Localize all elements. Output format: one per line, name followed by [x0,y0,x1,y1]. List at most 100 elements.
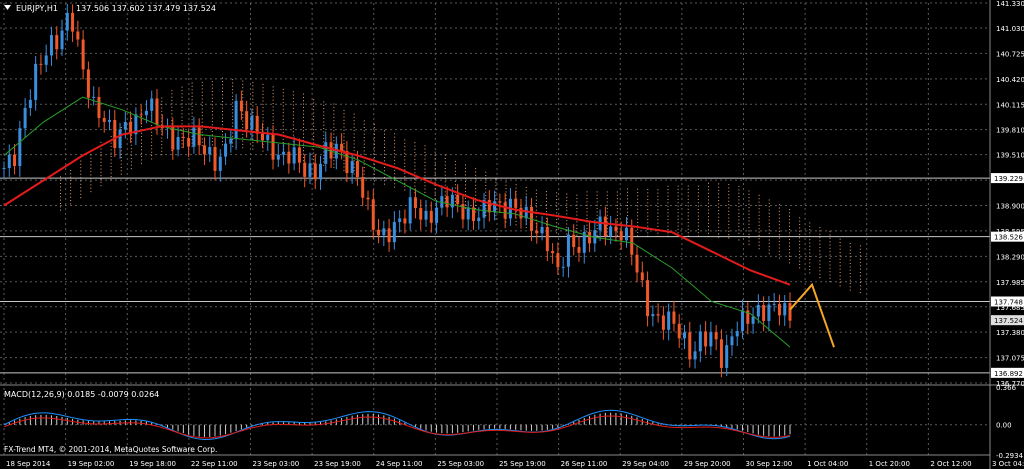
cloud-dot [171,100,173,102]
cloud-dot [505,191,507,193]
candle-body [461,204,465,220]
cloud-dot [151,135,153,137]
cloud-dot [110,146,112,148]
cloud-dot [130,168,132,170]
candle-body [783,303,787,316]
cloud-dot [363,127,365,129]
cloud-dot [414,165,416,167]
cloud-dot [211,121,213,123]
cloud-dot [110,152,112,154]
cloud-dot [789,255,790,257]
cloud-dot [323,138,325,140]
cloud-dot [485,181,487,183]
cloud-dot [728,200,730,202]
price-tick-label: 141.030 [996,25,1024,33]
cloud-dot [849,256,851,258]
cloud-dot [434,151,436,153]
cloud-dot [657,195,659,197]
cloud-dot [323,158,325,160]
chevron-down-icon[interactable] [4,5,11,10]
cloud-dot [829,271,831,273]
cloud-dot [232,135,234,137]
cloud-dot [282,102,284,104]
cloud-dot [859,258,861,260]
cloud-dot [839,268,841,270]
cloud-dot [444,181,446,183]
cloud-dot [60,209,61,211]
cloud-dot [384,170,385,172]
candle-body [361,177,365,198]
cloud-dot [576,234,578,236]
cloud-dot [242,90,244,92]
cloud-dot [313,119,315,121]
cloud-dot [161,144,163,146]
cloud-dot [110,176,112,178]
time-tick-label: 1 Oct 04:00 [807,460,848,468]
cloud-dot [363,177,365,179]
cloud-dot [677,185,679,187]
cloud-dot [373,133,375,135]
cloud-dot [384,153,385,155]
cloud-dot [454,160,456,162]
cloud-dot [292,97,294,99]
cloud-dot [151,141,153,143]
cloud-dot [353,170,355,172]
cloud-dot [424,145,426,147]
cloud-dot [201,131,203,133]
cloud-dot [70,200,72,202]
candle-body [777,303,781,316]
cloud-dot [70,173,72,175]
cloud-dot [566,213,568,215]
cloud-dot [849,276,851,278]
cloud-dot [201,128,203,130]
cloud-dot [323,134,325,136]
cloud-dot [718,183,720,185]
cloud-dot [60,183,61,184]
cloud-dot [505,201,507,203]
cloud-dot [363,170,365,172]
cloud-dot [181,86,183,88]
cloud-dot [404,179,406,181]
cloud-dot [404,139,406,141]
cloud-dot [222,117,223,119]
cloud-dot [151,145,153,147]
cloud-dot [252,98,254,100]
candle-body [118,129,122,148]
level-label: 139.229 [994,175,1023,183]
cloud-dot [789,252,790,254]
candle-body [187,137,191,147]
cloud-dot [222,141,223,143]
cloud-dot [859,248,861,250]
cloud-dot [718,193,720,195]
cloud-dot [444,174,446,176]
cloud-dot [333,116,335,118]
cloud-dot [262,143,264,145]
cloud-dot [697,228,699,230]
cloud-dot [799,244,801,246]
cloud-dot [778,244,780,246]
cloud-dot [313,112,315,114]
cloud-dot [637,232,639,234]
cloud-dot [819,270,821,272]
cloud-dot [394,146,396,148]
price-tick-label: 139.810 [996,127,1024,135]
cloud-dot [535,193,537,195]
cloud-dot [282,112,284,114]
cloud-dot [799,220,801,222]
cloud-dot [90,184,92,186]
price-tick-label: 137.985 [996,279,1024,287]
cloud-dot [252,115,254,117]
candle-body [266,134,270,141]
cloud-dot [313,132,315,134]
cloud-dot [292,101,294,103]
cloud-dot [596,218,598,220]
cloud-dot [211,84,213,86]
cloud-dot [333,156,335,158]
cloud-dot [829,241,831,243]
cloud-dot [708,189,709,191]
cloud-dot [384,146,385,148]
cloud-dot [222,134,223,136]
cloud-dot [809,269,811,271]
candle-body [134,114,138,135]
cloud-dot [687,202,689,204]
